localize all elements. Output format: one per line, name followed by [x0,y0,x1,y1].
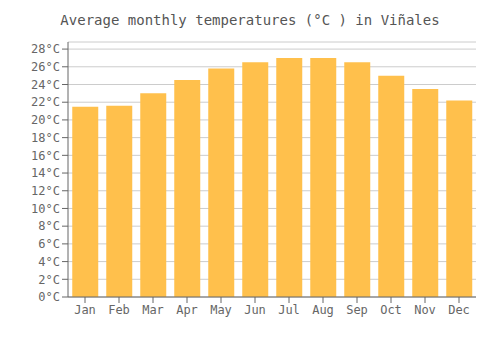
svg-text:2°C: 2°C [38,273,60,287]
svg-text:26°C: 26°C [31,60,60,74]
svg-text:Jun: Jun [244,303,266,317]
svg-text:Jan: Jan [74,303,96,317]
svg-text:Apr: Apr [176,303,198,317]
svg-text:16°C: 16°C [31,149,60,163]
svg-text:6°C: 6°C [38,237,60,251]
svg-text:28°C: 28°C [31,42,60,56]
svg-text:8°C: 8°C [38,219,60,233]
svg-text:22°C: 22°C [31,95,60,109]
svg-text:14°C: 14°C [31,166,60,180]
svg-text:18°C: 18°C [31,131,60,145]
svg-text:Mar: Mar [142,303,164,317]
svg-text:Nov: Nov [414,303,436,317]
svg-text:Oct: Oct [380,303,402,317]
svg-text:Dec: Dec [448,303,470,317]
svg-text:10°C: 10°C [31,202,60,216]
svg-text:May: May [210,303,232,317]
svg-text:4°C: 4°C [38,255,60,269]
svg-text:Feb: Feb [108,303,130,317]
svg-text:Sep: Sep [346,303,368,317]
svg-text:Aug: Aug [312,303,334,317]
svg-text:24°C: 24°C [31,78,60,92]
svg-text:Jul: Jul [278,303,300,317]
svg-text:20°C: 20°C [31,113,60,127]
svg-text:12°C: 12°C [31,184,60,198]
html-text:Average monthly temperatures (: Average monthly temperatures (°C ) in Vi… [60,12,440,28]
svg-text:0°C: 0°C [38,290,60,304]
